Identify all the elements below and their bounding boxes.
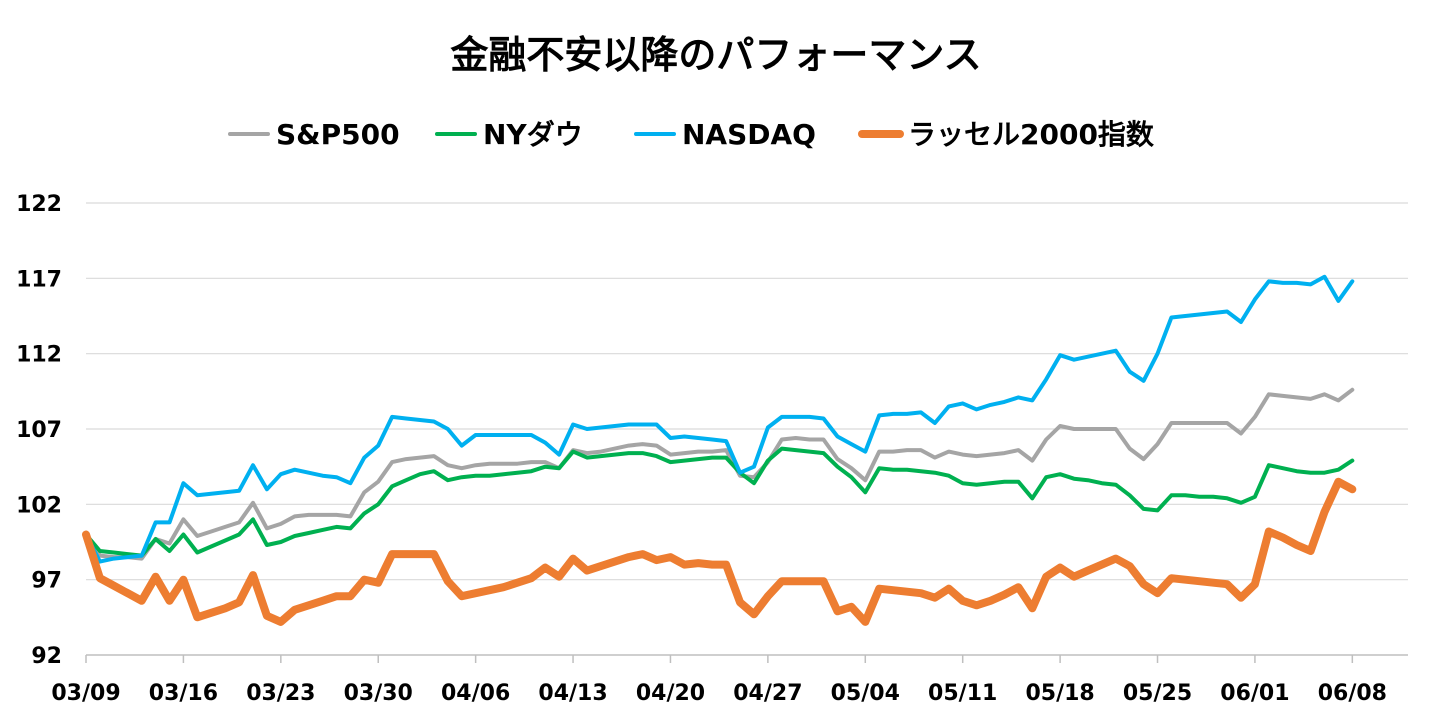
legend-label-3: ラッセル2000指数 xyxy=(908,118,1155,151)
legend-label-2: NASDAQ xyxy=(682,118,816,151)
x-tick-label: 06/08 xyxy=(1318,681,1387,706)
series-lines xyxy=(82,274,1357,626)
x-tick-label: 03/16 xyxy=(149,681,218,706)
legend-label-0: S&P500 xyxy=(276,118,400,151)
legend: S&P500 NYダウ NASDAQ ラッセル2000指数 xyxy=(228,118,1155,151)
x-tick-label: 04/20 xyxy=(636,681,705,706)
x-tick-label: 03/30 xyxy=(344,681,413,706)
x-tick-label: 05/25 xyxy=(1123,681,1192,706)
y-tick-label: 92 xyxy=(31,644,62,669)
series-line-3 xyxy=(82,477,1357,626)
x-tick-label: 03/09 xyxy=(51,681,120,706)
y-tick-label: 97 xyxy=(31,569,62,594)
series-line-1 xyxy=(84,446,1355,558)
series-line-2 xyxy=(84,274,1355,564)
x-tick-label: 05/04 xyxy=(831,681,900,706)
x-tick-label: 06/01 xyxy=(1220,681,1289,706)
legend-label-1: NYダウ xyxy=(483,118,583,151)
x-tick-label: 05/11 xyxy=(928,681,997,706)
x-axis-ticks: 03/09 03/16 03/23 03/30 04/06 04/13 04/20 04/27… xyxy=(51,655,1387,706)
chart-title: 金融不安以降のパフォーマンス xyxy=(449,33,981,77)
series-line-0 xyxy=(84,387,1355,561)
x-tick-label: 05/18 xyxy=(1025,681,1094,706)
y-tick-label: 102 xyxy=(16,493,62,518)
x-tick-label: 04/13 xyxy=(538,681,607,706)
gridlines xyxy=(86,202,1408,581)
y-tick-label: 117 xyxy=(16,267,62,292)
y-tick-label: 112 xyxy=(16,343,62,368)
y-axis-ticks: 92 97 102 107 112 117 122 xyxy=(16,192,62,669)
x-tick-label: 04/27 xyxy=(733,681,802,706)
y-tick-label: 122 xyxy=(16,192,62,217)
y-tick-label: 107 xyxy=(16,418,62,443)
x-tick-label: 04/06 xyxy=(441,681,510,706)
x-tick-label: 03/23 xyxy=(246,681,315,706)
